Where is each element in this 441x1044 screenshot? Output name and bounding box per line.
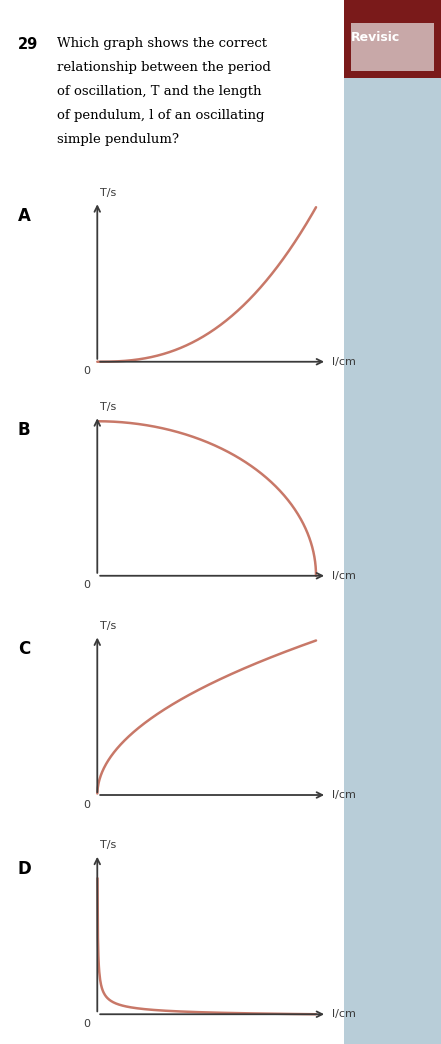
Text: l/cm: l/cm — [333, 357, 356, 366]
Text: of oscillation, T and the length: of oscillation, T and the length — [57, 85, 262, 97]
Text: A: A — [18, 208, 30, 226]
Text: T/s: T/s — [100, 402, 116, 411]
Text: relationship between the period: relationship between the period — [57, 61, 271, 73]
Text: 29: 29 — [18, 37, 38, 51]
Text: of pendulum, l of an oscillating: of pendulum, l of an oscillating — [57, 109, 265, 121]
Text: D: D — [18, 860, 31, 878]
Text: Which graph shows the correct: Which graph shows the correct — [57, 37, 267, 49]
Text: T/s: T/s — [100, 621, 116, 631]
Text: l/cm: l/cm — [333, 1010, 356, 1019]
Text: l/cm: l/cm — [333, 571, 356, 580]
Text: Revisic: Revisic — [351, 31, 400, 44]
Text: 0: 0 — [83, 1019, 90, 1029]
Text: T/s: T/s — [100, 188, 116, 197]
Text: simple pendulum?: simple pendulum? — [57, 133, 179, 145]
Text: C: C — [18, 640, 30, 659]
Text: 0: 0 — [83, 800, 90, 810]
Text: 0: 0 — [83, 366, 90, 377]
Text: l/cm: l/cm — [333, 790, 356, 800]
Text: B: B — [18, 422, 30, 440]
Text: 0: 0 — [83, 580, 90, 591]
Text: T/s: T/s — [100, 840, 116, 850]
